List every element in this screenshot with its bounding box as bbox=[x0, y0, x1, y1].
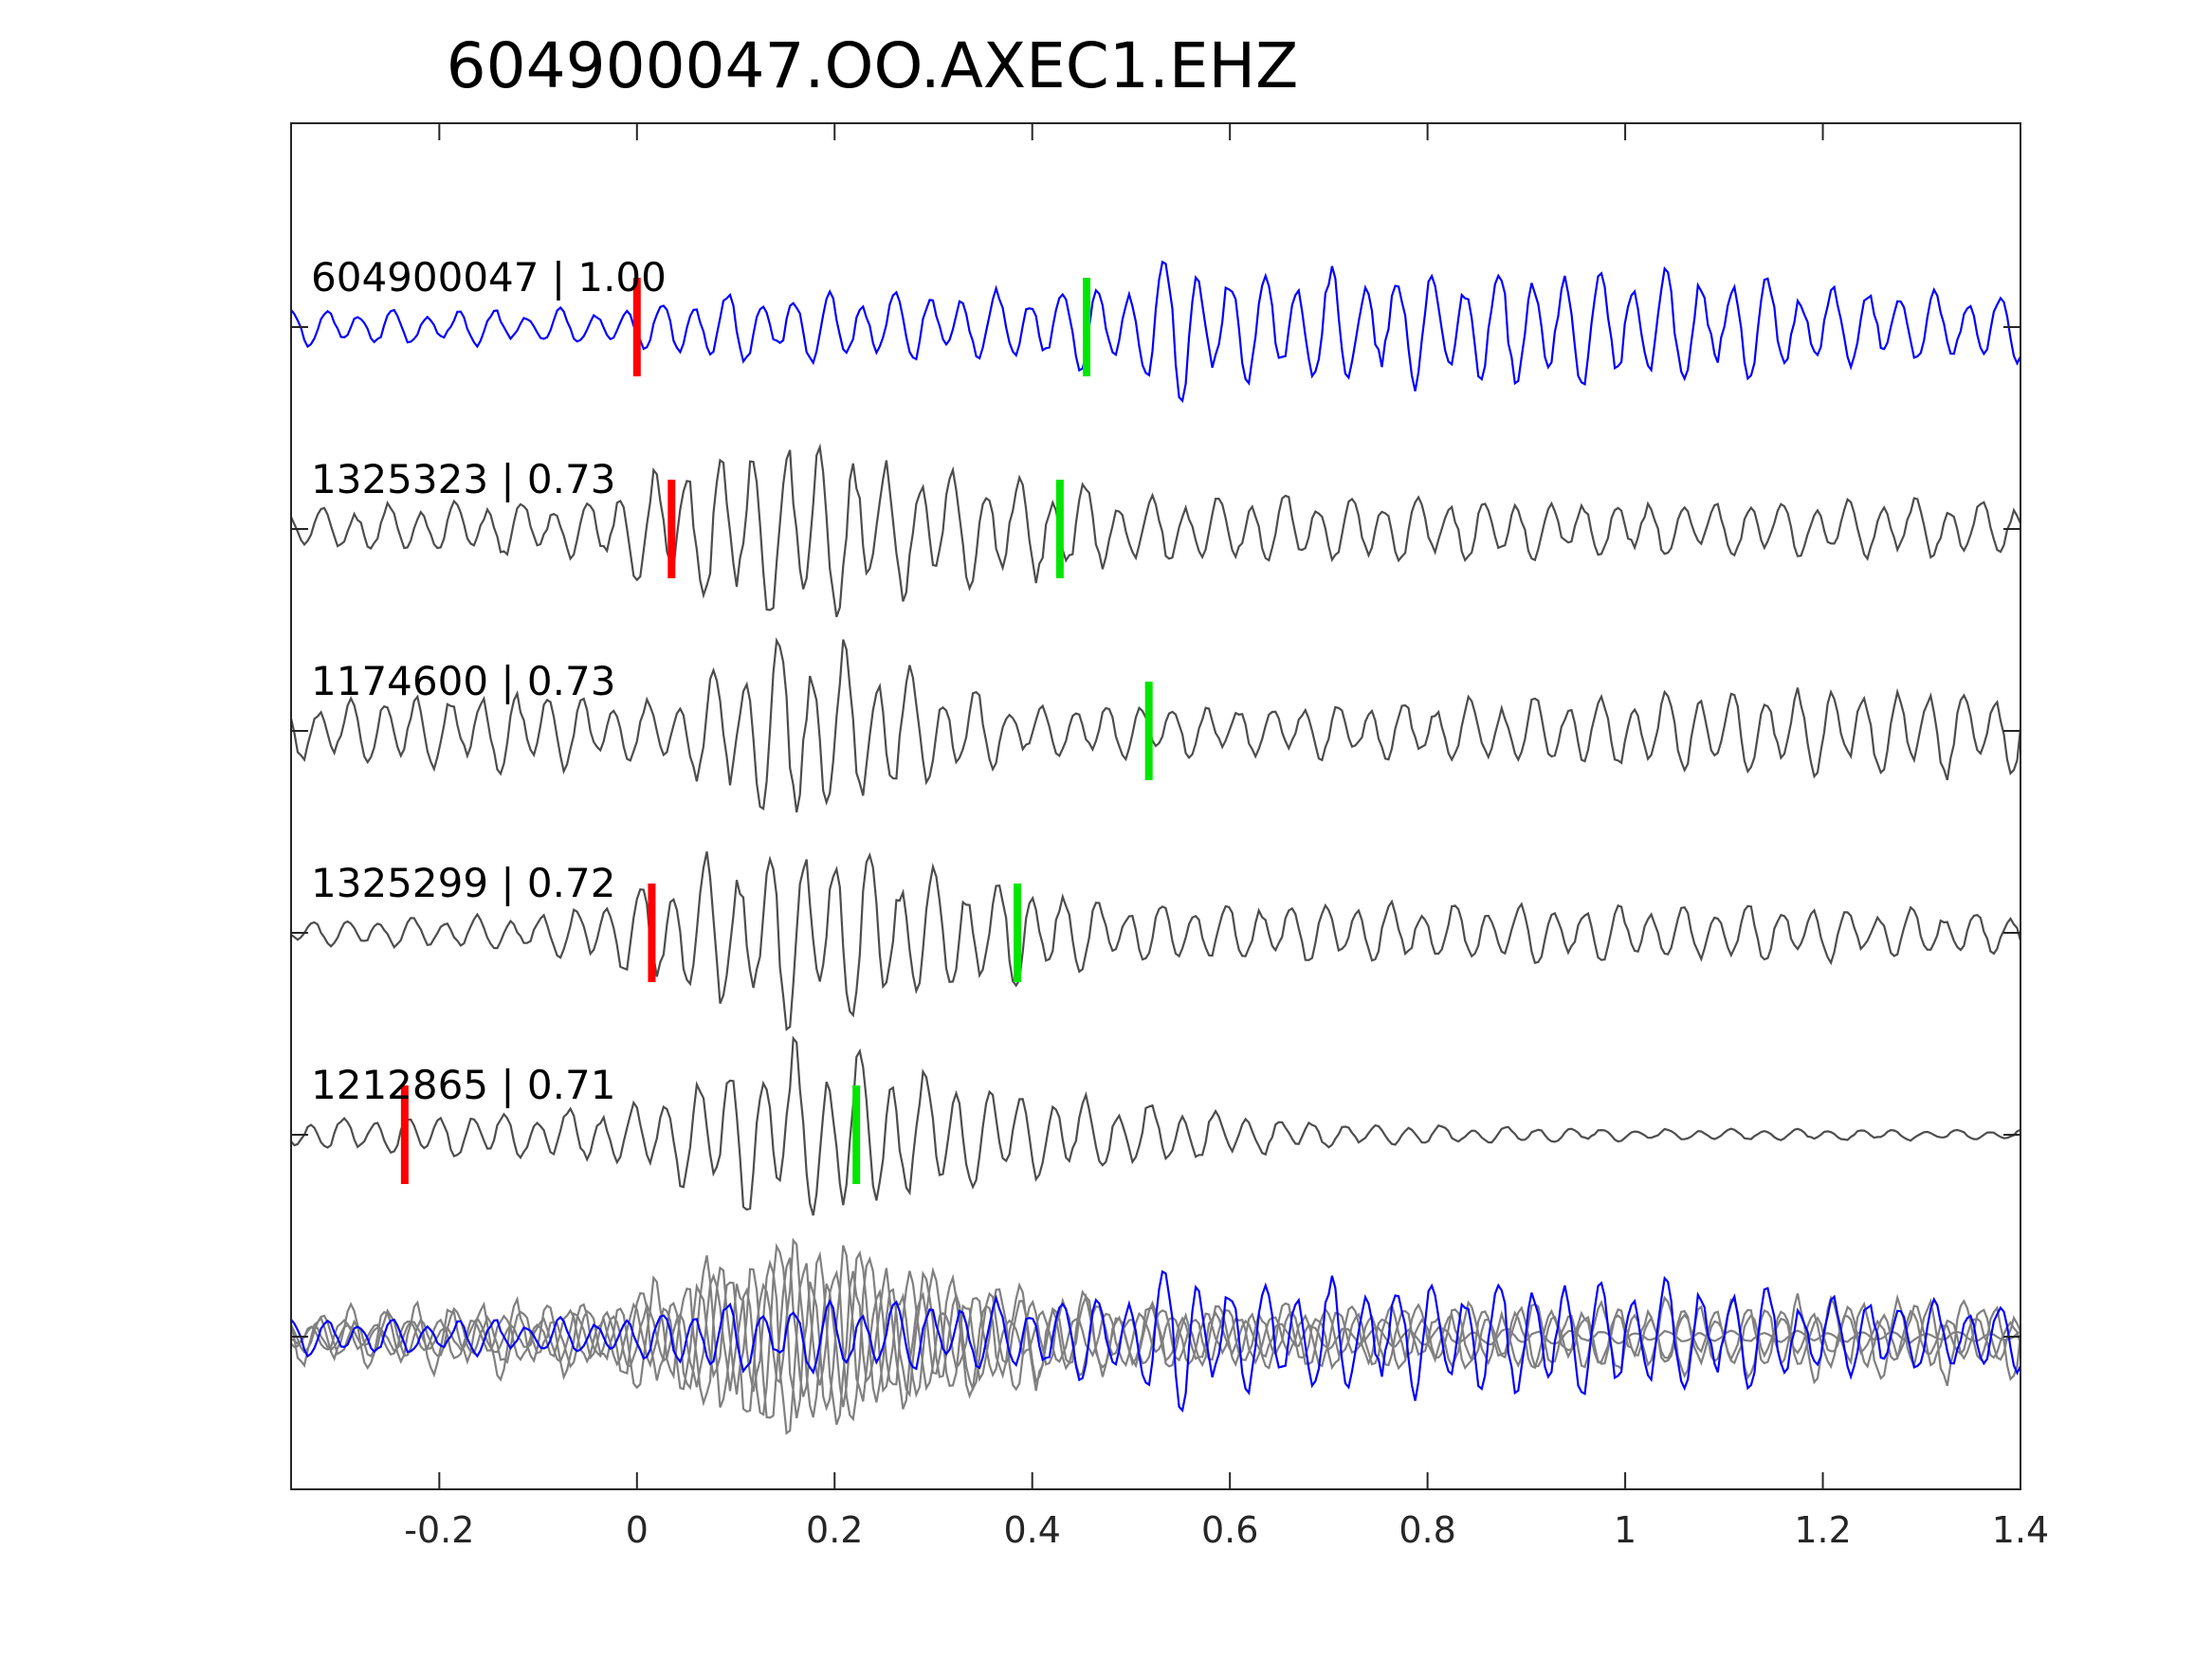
x-tick-label: -0.2 bbox=[404, 1509, 474, 1551]
trace-label-1325323: 1325323 | 0.73 bbox=[311, 456, 615, 502]
x-tick-label: 0.4 bbox=[1003, 1509, 1060, 1551]
chart-title: 604900047.OO.AXEC1.EHZ bbox=[447, 29, 1299, 102]
x-axis: -0.2 0 0.2 0.4 0.6 0.8 1 1.2 1.4 bbox=[291, 123, 2049, 1551]
overlay-layer bbox=[289, 1237, 2022, 1435]
x-tick-label: 1 bbox=[1614, 1509, 1636, 1551]
trace-604900047 bbox=[290, 260, 2021, 404]
trace-labels-layer: 604900047 | 1.00 1325323 | 0.73 1174600 | … bbox=[311, 254, 667, 1108]
picks-layer bbox=[400, 278, 1153, 1184]
x-tick-label: 1.2 bbox=[1794, 1509, 1851, 1551]
x-tick-label: 0.6 bbox=[1201, 1509, 1258, 1551]
trace-1325299 bbox=[290, 851, 2022, 1031]
trace-1325323 bbox=[290, 443, 2022, 618]
traces-layer bbox=[289, 260, 2022, 1216]
trace-label-1325299: 1325299 | 0.72 bbox=[311, 860, 615, 906]
x-tick-label: 0.8 bbox=[1398, 1509, 1455, 1551]
overlay-trace-604900047 bbox=[290, 1269, 2021, 1413]
trace-label-1212865: 1212865 | 0.71 bbox=[311, 1062, 615, 1108]
x-tick-label: 0 bbox=[626, 1509, 649, 1551]
x-tick-label: 1.4 bbox=[1992, 1509, 2049, 1551]
x-tick-label: 0.2 bbox=[806, 1509, 863, 1551]
trace-1174600 bbox=[289, 637, 2022, 813]
trace-label-604900047: 604900047 | 1.00 bbox=[311, 254, 667, 301]
plot-frame bbox=[290, 122, 2021, 1490]
trace-label-1174600: 1174600 | 0.73 bbox=[311, 658, 615, 704]
trace-1212865 bbox=[290, 1035, 2021, 1216]
